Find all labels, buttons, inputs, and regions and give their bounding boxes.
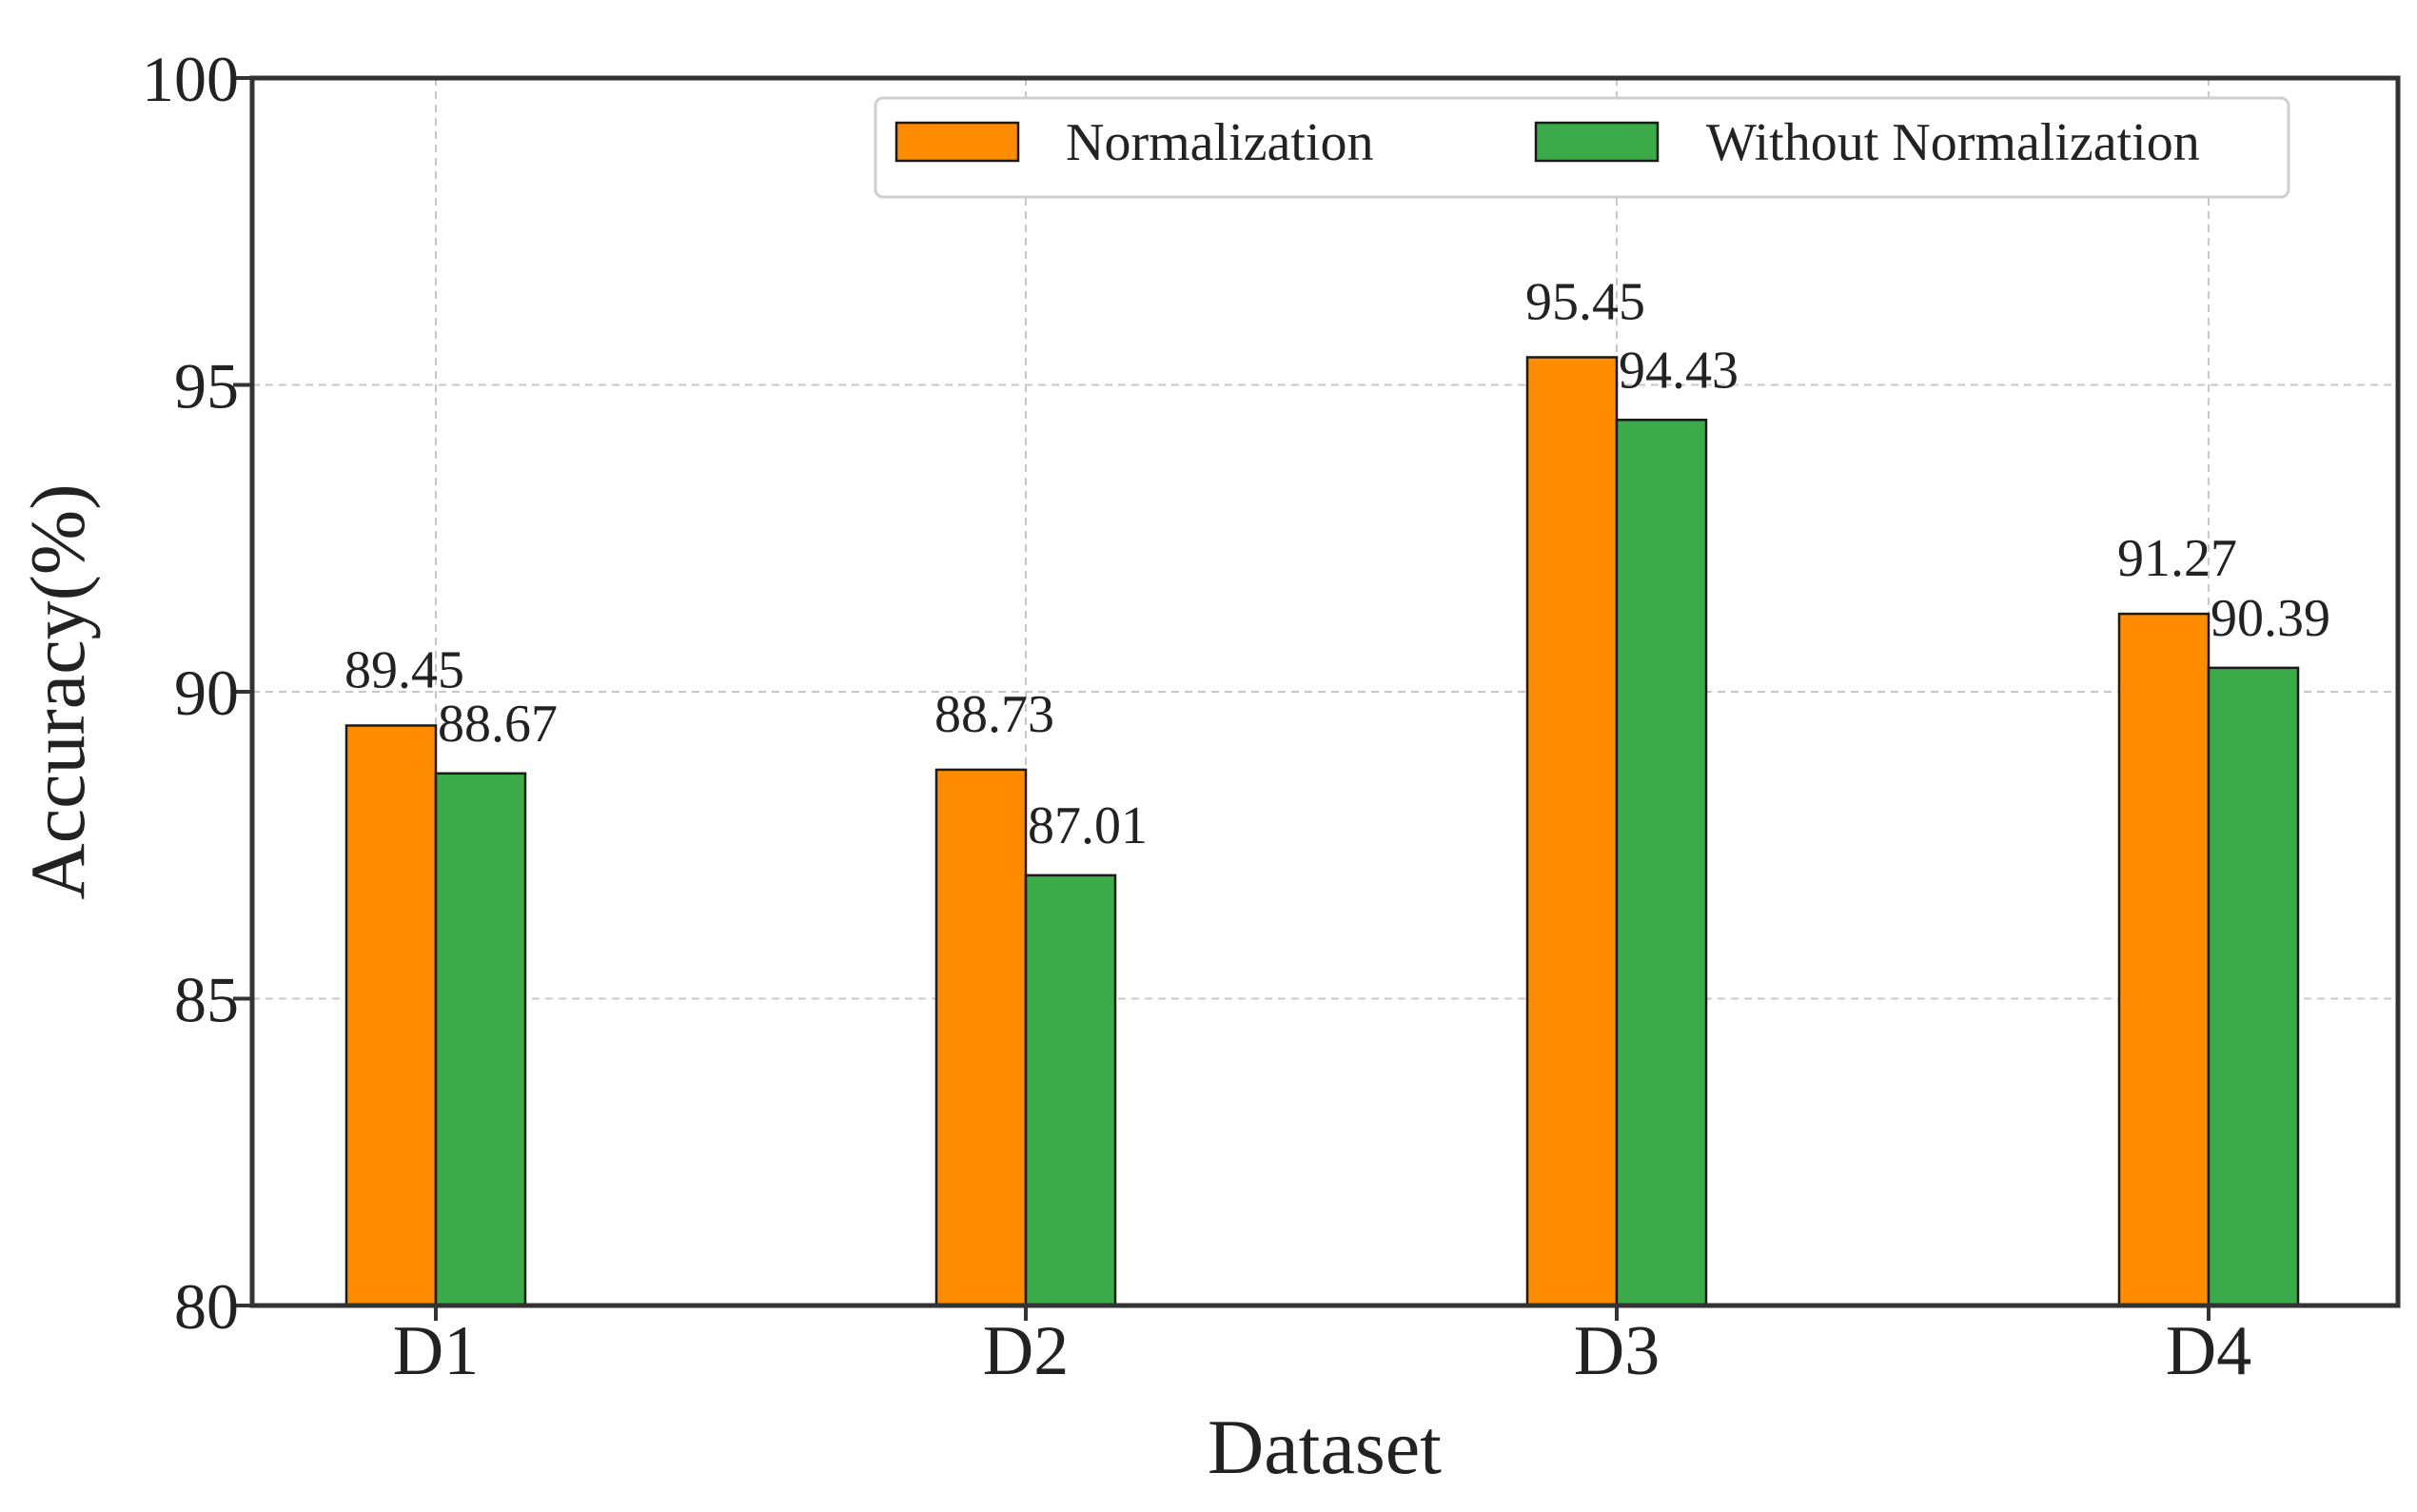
data-label-without-normalization-d2: 87.01 — [1028, 796, 1148, 855]
grid-lines — [252, 78, 2398, 1306]
legend-swatch-normalization — [894, 121, 1020, 163]
bar-without-normalization-d4 — [2207, 666, 2300, 1307]
y-tick-label-85: 85 — [174, 964, 239, 1036]
x-tick-label-d2: D2 — [983, 1312, 1069, 1390]
x-axis-ticks: D1 D2 D3 D4 — [393, 1306, 2251, 1390]
data-labels: 89.45 88.73 95.45 91.27 88.67 87.01 94.43 90.39 — [344, 272, 2330, 854]
x-tick-label-d4: D4 — [2166, 1312, 2251, 1390]
data-label-normalization-d2: 88.73 — [934, 685, 1054, 744]
data-label-normalization-d1: 89.45 — [344, 640, 464, 699]
legend-label-without-normalization: Without Normalization — [1706, 113, 2200, 172]
y-tick-label-80: 80 — [174, 1270, 239, 1343]
bar-without-normalization-d1 — [434, 772, 527, 1307]
y-tick-label-95: 95 — [174, 350, 239, 422]
data-label-without-normalization-d4: 90.39 — [2211, 589, 2330, 648]
bars — [344, 356, 2300, 1307]
legend-label-normalization: Normalization — [1066, 113, 1373, 172]
bar-normalization-d2 — [934, 768, 1028, 1307]
data-label-without-normalization-d3: 94.43 — [1619, 341, 1739, 400]
x-tick-label-d3: D3 — [1574, 1312, 1660, 1390]
y-tick-label-90: 90 — [174, 657, 239, 729]
data-label-normalization-d3: 95.45 — [1525, 272, 1645, 331]
bar-without-normalization-d3 — [1615, 419, 1708, 1307]
legend: Normalization Without Normalization — [874, 96, 2290, 199]
bar-normalization-d3 — [1525, 356, 1619, 1307]
data-label-without-normalization-d1: 88.67 — [438, 695, 558, 754]
x-axis-title: Dataset — [1208, 1404, 1442, 1490]
data-label-normalization-d4: 91.27 — [2117, 529, 2237, 588]
bar-without-normalization-d2 — [1024, 874, 1117, 1307]
y-axis-title: Accuracy(%) — [14, 483, 101, 899]
y-axis-ticks: 80 85 90 95 100 — [142, 43, 252, 1343]
bar-normalization-d4 — [2117, 612, 2211, 1307]
bar-normalization-d1 — [344, 724, 438, 1307]
legend-swatch-without-normalization — [1534, 121, 1660, 163]
y-tick-label-100: 100 — [142, 43, 239, 115]
x-tick-label-d1: D1 — [393, 1312, 479, 1390]
